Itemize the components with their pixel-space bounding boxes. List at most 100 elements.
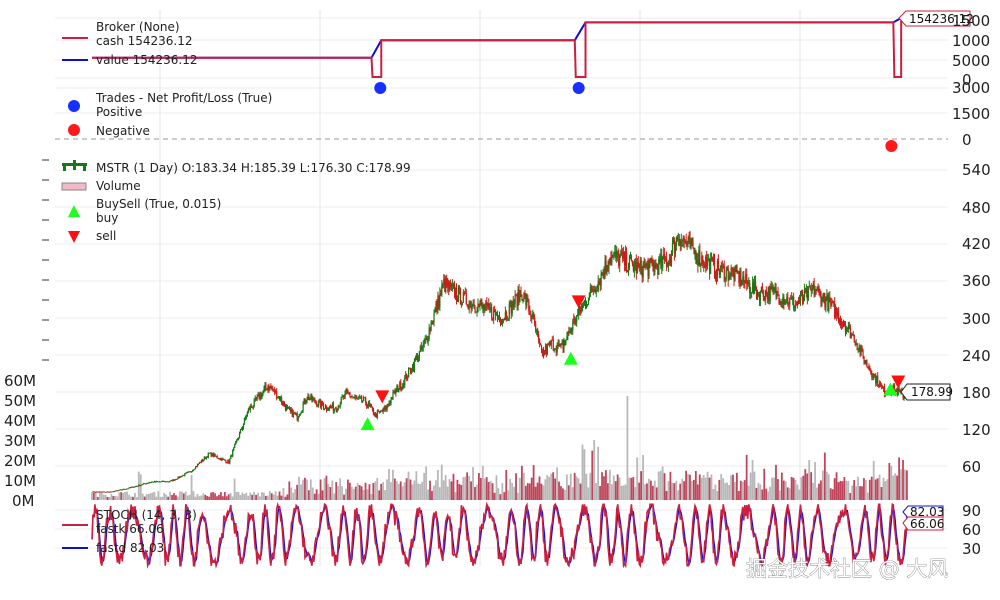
candle-body <box>117 490 119 492</box>
candle-body <box>771 286 773 290</box>
volume-bar <box>456 479 459 500</box>
candle-body <box>109 491 112 493</box>
candle-body <box>683 237 685 242</box>
candle-body <box>339 404 341 407</box>
volume-bar <box>126 491 128 500</box>
candle-body <box>336 410 338 412</box>
candle-body <box>384 406 386 410</box>
volume-bar <box>653 480 656 500</box>
candle-body <box>753 281 756 293</box>
candle-body <box>542 350 545 357</box>
volume-bar <box>167 496 170 500</box>
volume-bar <box>147 493 150 500</box>
volume-bar <box>302 479 304 500</box>
candle-body <box>175 479 177 481</box>
sell-marker <box>375 390 390 404</box>
price-ytick-180: 180 <box>962 384 991 402</box>
volume-bar <box>812 482 815 500</box>
candle-body <box>731 268 733 271</box>
candle-body <box>306 399 308 402</box>
volume-bar <box>630 477 633 500</box>
candle-body <box>735 265 737 267</box>
candle-body <box>226 462 228 464</box>
candle-body <box>281 402 284 405</box>
candle-body <box>433 312 435 322</box>
volume-bar <box>673 483 676 500</box>
volume-bar <box>802 475 805 500</box>
candle-body <box>439 293 441 307</box>
candle-body <box>837 311 839 316</box>
candle-body <box>271 388 273 390</box>
volume-bar <box>589 472 592 500</box>
candle-body <box>441 285 443 295</box>
cash-legend-label: cash 154236.12 <box>96 34 193 48</box>
candle-body <box>694 250 696 254</box>
buy-legend-marker <box>68 205 80 217</box>
volume-bar <box>347 479 349 500</box>
candle-body <box>706 256 708 267</box>
volume-bar <box>536 482 539 500</box>
candle-body <box>408 368 410 378</box>
candle-body <box>827 295 829 311</box>
candle-body <box>423 342 425 344</box>
candlesticks <box>92 230 909 493</box>
candle-body <box>601 273 603 276</box>
candle-body <box>389 403 391 404</box>
candle-body <box>865 360 867 362</box>
candle-body <box>262 391 264 394</box>
candle-body <box>198 462 201 464</box>
candle-body <box>687 237 689 242</box>
volume-bar <box>450 481 453 500</box>
candle-body <box>315 402 317 404</box>
candle-body <box>448 281 450 290</box>
candle-body <box>124 489 126 491</box>
candle-body <box>417 357 419 362</box>
volume-legend-label: Volume <box>96 179 141 193</box>
candle-body <box>472 304 474 307</box>
candle-body <box>725 269 727 280</box>
volume-bar <box>773 477 775 500</box>
candle-body <box>790 297 792 299</box>
candle-body <box>722 265 724 268</box>
candle-body <box>712 258 715 262</box>
volume-bar <box>296 484 299 500</box>
candle-body <box>399 381 401 389</box>
candle-body <box>420 346 422 350</box>
candle-body <box>818 288 820 291</box>
volume-bar <box>395 481 398 500</box>
volume-bar <box>689 474 691 500</box>
candle-body <box>319 400 321 402</box>
volume-bar <box>264 495 267 500</box>
candle-body <box>317 405 319 407</box>
candle-body <box>533 313 535 318</box>
candle-body <box>93 491 95 493</box>
candle-body <box>333 408 335 412</box>
candle-body <box>116 490 119 492</box>
candle-body <box>194 466 197 469</box>
volume-bar <box>526 483 529 500</box>
candle-body <box>624 252 627 266</box>
volume-bar <box>902 460 904 500</box>
left-axis-minor-ticks <box>42 159 49 361</box>
candle-body <box>150 482 152 484</box>
candle-body <box>312 398 314 401</box>
candle-body <box>371 406 374 410</box>
volume-bar <box>745 454 748 500</box>
candle-body <box>400 381 402 390</box>
volume-bar <box>638 482 641 500</box>
volume-bar <box>210 492 213 500</box>
candle-body <box>139 484 141 486</box>
candle-body <box>358 396 360 398</box>
candle-body <box>512 300 514 307</box>
candle-body <box>549 342 551 346</box>
candle-body <box>872 376 874 378</box>
candle-body <box>740 270 742 285</box>
candle-body <box>361 396 363 402</box>
candle-body <box>157 481 160 483</box>
candle-body <box>264 385 266 389</box>
price-ytick-300: 300 <box>962 310 991 328</box>
candle-body <box>236 440 238 443</box>
candle-body <box>638 264 640 268</box>
candle-body <box>403 383 405 386</box>
volume-bar <box>872 460 875 500</box>
